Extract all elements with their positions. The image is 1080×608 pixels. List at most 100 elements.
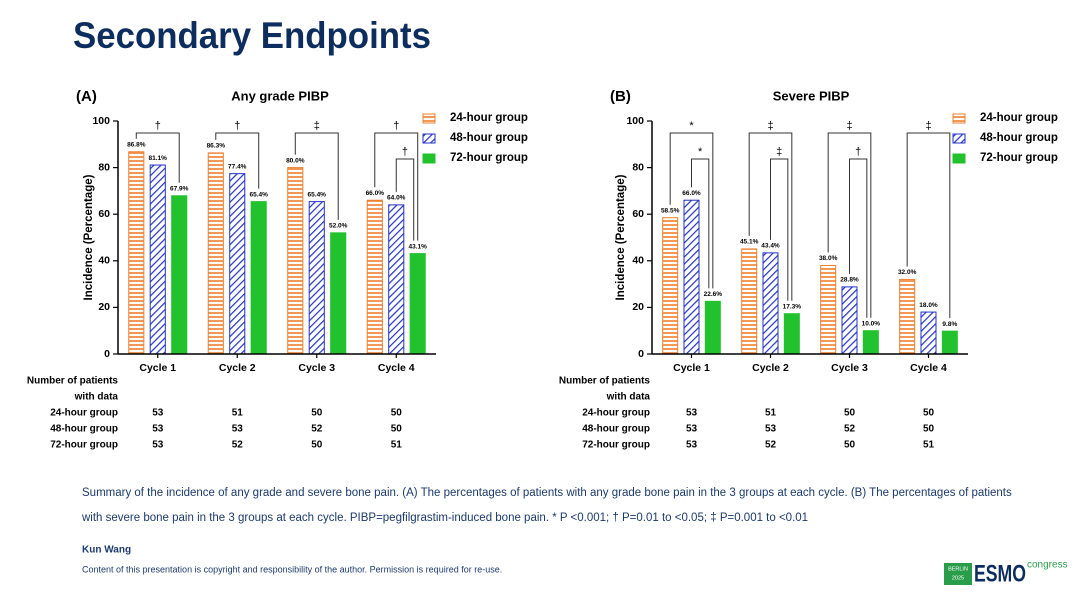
y-tick-label: 20 [632, 301, 644, 313]
value-label: 18.0% [919, 302, 938, 309]
table-cell: 51 [765, 408, 777, 419]
bar [388, 204, 405, 355]
table-cell: 53 [152, 440, 164, 451]
x-tick-label: Cycle 4 [910, 362, 947, 374]
x-tick-label: Cycle 3 [831, 362, 868, 374]
table-cell: 52 [232, 440, 244, 451]
significance-bracket [669, 132, 714, 289]
x-tick-label: Cycle 4 [378, 362, 415, 374]
x-tick-label: Cycle 2 [219, 362, 256, 374]
bar [783, 313, 800, 355]
table-cell: 53 [686, 408, 698, 419]
value-label: 67.9% [170, 186, 189, 193]
bar [207, 152, 224, 355]
bar [704, 300, 721, 355]
value-label: 65.4% [308, 191, 327, 198]
patient-table: Number of patients with data 24-hour group… [27, 376, 402, 451]
table-cell: 50 [391, 424, 403, 435]
value-label: 32.0% [898, 269, 917, 276]
significance-bracket [748, 132, 793, 301]
y-tick-label: 60 [632, 208, 644, 220]
author: Kun Wang [82, 545, 131, 556]
value-label: 45.1% [740, 239, 759, 246]
bar [128, 151, 145, 355]
significance-bracket [906, 132, 951, 319]
bar [841, 286, 858, 355]
legend-label: 48-hour group [980, 132, 1058, 144]
table-cell: 51 [391, 440, 403, 451]
y-tick-label: 40 [632, 255, 644, 267]
x-tick-label: Cycle 1 [673, 362, 710, 374]
value-label: 64.0% [387, 195, 406, 202]
significance-symbol: ‡ [776, 146, 782, 158]
logo: BERLIN 2025 ESMO congress [944, 560, 1068, 587]
significance-bracket [770, 158, 789, 301]
chart-title: Any grade PIBP [231, 88, 329, 103]
table-cell: 53 [686, 424, 698, 435]
table-cell: 53 [152, 424, 164, 435]
legend-swatch [422, 153, 436, 164]
y-axis-label: Incidence (Percentage) [83, 174, 95, 300]
table-row-label: 48-hour group [50, 424, 118, 435]
caption-line: Summary of the incidence of any grade an… [82, 487, 1012, 499]
value-label: 77.4% [228, 163, 247, 170]
legend-label: 24-hour group [450, 112, 528, 124]
y-tick-label: 40 [98, 255, 110, 267]
table-cell: 53 [765, 424, 777, 435]
significance-bracket [827, 132, 872, 318]
y-tick-label: 0 [104, 348, 110, 360]
significance-symbol: † [155, 120, 161, 132]
table-cell: 50 [844, 408, 856, 419]
patient-table: Number of patients with data 24-hour group… [559, 376, 935, 451]
table-cell: 53 [152, 408, 164, 419]
legend-swatch [422, 133, 436, 144]
value-label: 43.4% [761, 243, 780, 250]
table-header: with data [74, 392, 119, 403]
bar [229, 173, 246, 355]
value-label: 17.3% [783, 303, 802, 310]
table-cell: 50 [311, 440, 323, 451]
significance-bracket [215, 132, 260, 189]
value-label: 65.4% [249, 191, 268, 198]
panel-label: (B) [610, 88, 631, 105]
table-cell: 53 [686, 440, 698, 451]
table-cell: 50 [844, 440, 856, 451]
logo-suffix: congress [1027, 560, 1068, 571]
significance-symbol: † [234, 120, 240, 132]
bar [250, 201, 267, 355]
value-label: 66.0% [682, 190, 701, 197]
table-header: Number of patients [559, 376, 651, 387]
value-label: 28.8% [840, 277, 859, 284]
value-label: 9.8% [942, 321, 957, 328]
table-cell: 51 [923, 440, 935, 451]
table-header: with data [606, 392, 651, 403]
value-label: 43.1% [408, 243, 427, 250]
value-label: 66.0% [366, 190, 385, 197]
bar [662, 217, 679, 355]
table-cell: 52 [844, 424, 856, 435]
value-label: 81.1% [149, 155, 168, 162]
bar [149, 164, 166, 355]
bar [741, 248, 758, 355]
significance-bracket [849, 158, 868, 318]
significance-symbol: ‡ [925, 120, 931, 132]
value-label: 86.8% [127, 141, 146, 148]
bar [683, 199, 700, 355]
y-tick-label: 80 [98, 161, 110, 173]
bar [941, 330, 958, 355]
panel-label: (A) [76, 88, 97, 105]
bar [862, 330, 879, 355]
significance-symbol: † [855, 146, 861, 158]
bar [308, 201, 325, 355]
table-row-label: 72-hour group [582, 440, 650, 451]
table-row-label: 48-hour group [582, 424, 650, 435]
y-tick-label: 60 [98, 208, 110, 220]
value-label: 86.3% [207, 143, 226, 150]
x-tick-label: Cycle 3 [298, 362, 335, 374]
legend-label: 72-hour group [980, 152, 1058, 164]
x-tick-label: Cycle 1 [139, 362, 176, 374]
table-cell: 50 [923, 408, 935, 419]
legend-swatch [952, 153, 966, 164]
copyright: Content of this presentation is copyrigh… [82, 564, 502, 574]
